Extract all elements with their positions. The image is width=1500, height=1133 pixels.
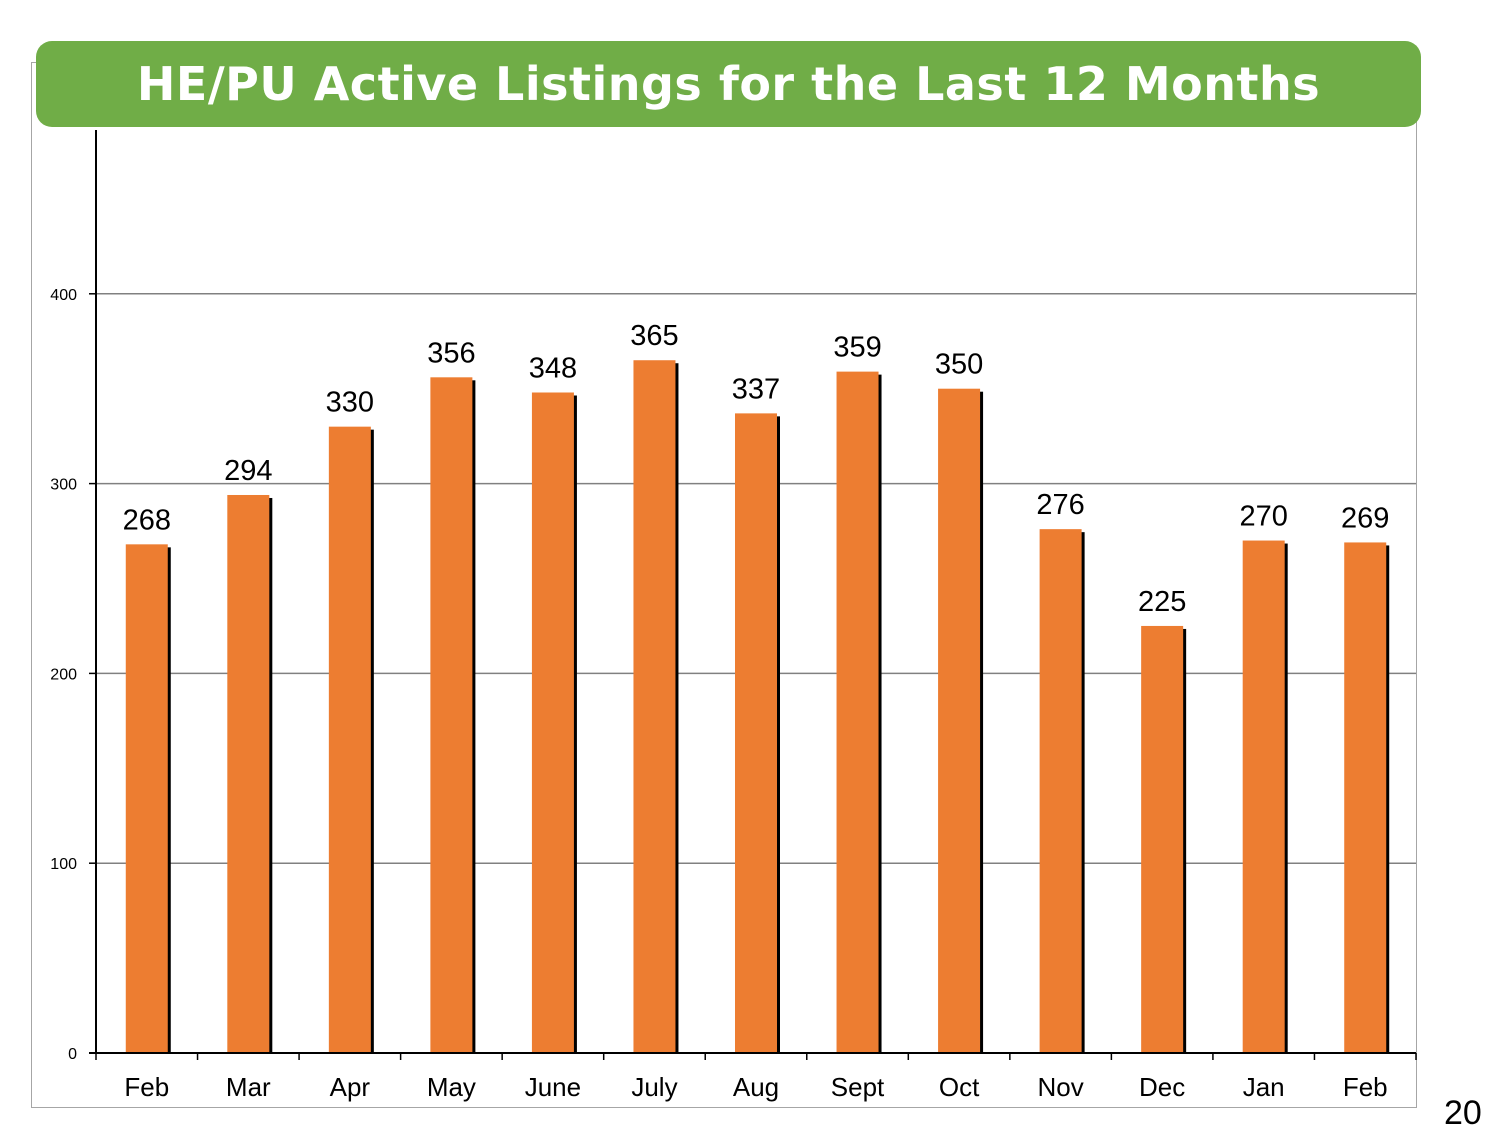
bar <box>1039 529 1082 1053</box>
bar <box>531 392 574 1054</box>
data-label: 359 <box>833 332 881 364</box>
chart-title: HE/PU Active Listings for the Last 12 Mo… <box>136 57 1321 111</box>
bar <box>1344 542 1387 1053</box>
x-tick-label: Feb <box>124 1072 169 1102</box>
y-tick-label: 100 <box>50 856 77 873</box>
x-tick-label: Sept <box>831 1072 885 1102</box>
y-tick-label: 0 <box>68 1046 77 1063</box>
labels: 0 100 200 300 400 268 294 330 356 348 365 337 359 350… <box>50 287 1389 1102</box>
data-label: 269 <box>1341 502 1389 534</box>
bars <box>125 360 1390 1054</box>
x-tick-label: Oct <box>939 1072 980 1102</box>
y-tick-label: 300 <box>50 477 77 494</box>
data-label: 337 <box>732 373 780 405</box>
data-label: 294 <box>224 455 272 487</box>
bar <box>1242 540 1285 1053</box>
x-tick-label: Mar <box>226 1072 271 1102</box>
bar <box>1141 625 1184 1053</box>
axes <box>89 130 1417 1060</box>
data-label: 276 <box>1036 489 1084 521</box>
data-label: 356 <box>427 337 475 369</box>
y-tick-label: 400 <box>50 287 77 304</box>
data-label: 268 <box>123 504 171 536</box>
y-tick-label: 200 <box>50 666 77 683</box>
data-label: 330 <box>326 387 374 419</box>
chart-title-banner: HE/PU Active Listings for the Last 12 Mo… <box>36 41 1421 127</box>
x-tick-label: July <box>631 1072 677 1102</box>
x-tick-label: June <box>525 1072 581 1102</box>
bar <box>938 388 981 1053</box>
x-tick-label: Nov <box>1037 1072 1083 1102</box>
x-tick-label: Jan <box>1243 1072 1285 1102</box>
x-tick-label: Apr <box>330 1072 371 1102</box>
bar <box>227 494 270 1053</box>
x-tick-label: Dec <box>1139 1072 1185 1102</box>
data-label: 348 <box>529 352 577 384</box>
data-label: 225 <box>1138 586 1186 618</box>
page-number: 20 <box>1444 1094 1482 1132</box>
bar <box>125 544 168 1053</box>
x-tick-label: May <box>427 1072 476 1102</box>
bar <box>430 377 473 1053</box>
bar <box>328 426 371 1053</box>
data-label: 350 <box>935 349 983 381</box>
bar <box>735 413 777 1053</box>
bar <box>633 360 676 1054</box>
bar <box>836 371 879 1053</box>
data-label: 365 <box>630 320 678 352</box>
data-label: 270 <box>1239 501 1287 533</box>
x-tick-label: Aug <box>733 1072 779 1102</box>
x-tick-label: Feb <box>1343 1072 1388 1102</box>
